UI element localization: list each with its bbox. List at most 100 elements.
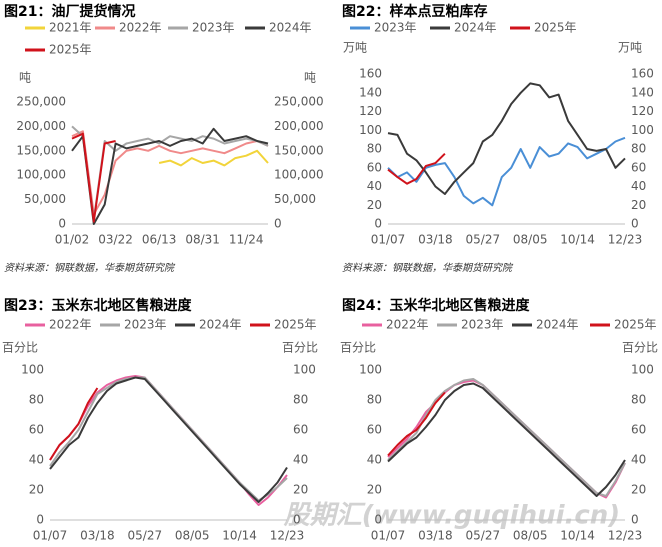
source-note: 资料来源：钢联数据，华泰期货研究院	[342, 262, 514, 274]
x-tick-label: 10/14	[560, 529, 595, 543]
x-tick-label: 08/05	[175, 529, 210, 543]
legend-label: 2024年	[454, 21, 497, 35]
x-tick-label: 06/13	[142, 233, 177, 247]
y-tick-label: 160	[359, 67, 382, 81]
legend-label: 2023年	[192, 21, 235, 35]
y2-tick-label: 20	[631, 198, 646, 212]
legend-label: 2023年	[374, 21, 417, 35]
y2-tick-label: 160	[631, 67, 654, 81]
series-line	[71, 127, 269, 225]
chart-title: 图23：玉米东北地区售粮进度	[4, 297, 192, 314]
y2-tick-label: 80	[293, 393, 308, 407]
legend-label: 2024年	[536, 318, 579, 332]
y2-axis-label: 吨	[304, 71, 316, 85]
y2-tick-label: 40	[293, 453, 308, 467]
y-tick-label: 80	[367, 393, 382, 407]
series-line	[387, 379, 626, 499]
legend-label: 2022年	[119, 21, 162, 35]
y-tick-label: 100	[21, 363, 44, 377]
series-line	[71, 132, 116, 223]
series-line	[71, 125, 269, 221]
x-tick-label: 10/14	[560, 233, 595, 247]
legend-label: 2023年	[461, 318, 504, 332]
y2-tick-label: 120	[631, 104, 654, 118]
series-line	[387, 152, 446, 185]
y-tick-label: 20	[29, 483, 44, 497]
x-tick-label: 08/05	[513, 529, 548, 543]
x-tick-label: 12/23	[270, 529, 305, 543]
series-line	[387, 391, 446, 457]
y2-axis-label: 万吨	[618, 41, 642, 55]
x-tick-label: 01/07	[371, 233, 406, 247]
chart-title: 图24：玉米华北地区售粮进度	[342, 297, 530, 314]
y-tick-label: 40	[367, 453, 382, 467]
y-tick-label: 40	[29, 453, 44, 467]
y2-tick-label: 50,000	[274, 192, 316, 206]
y-tick-label: 100	[359, 363, 382, 377]
x-tick-label: 12/23	[608, 529, 643, 543]
legend-label: 2021年	[49, 21, 92, 35]
series-line	[49, 376, 288, 503]
x-tick-label: 03/18	[418, 233, 453, 247]
y2-tick-label: 40	[631, 179, 646, 193]
x-tick-label: 12/23	[608, 233, 643, 247]
y2-tick-label: 20	[293, 483, 308, 497]
y-tick-label: 60	[29, 423, 44, 437]
y2-tick-label: 200,000	[274, 119, 324, 133]
y-tick-label: 20	[367, 198, 382, 212]
y2-tick-label: 100	[293, 363, 316, 377]
y-tick-label: 200,000	[16, 119, 66, 133]
y-tick-label: 0	[374, 513, 382, 527]
y2-tick-label: 0	[274, 217, 282, 231]
y2-tick-label: 80	[631, 142, 646, 156]
x-tick-label: 05/27	[466, 233, 501, 247]
x-tick-label: 01/07	[33, 529, 68, 543]
legend-label: 2023年	[124, 318, 167, 332]
y2-tick-label: 80	[631, 393, 646, 407]
y2-tick-label: 0	[631, 513, 639, 527]
y-tick-label: 0	[58, 217, 66, 231]
chart-title: 图21：油厂提货情况	[4, 3, 135, 20]
chart-title: 图22：样本点豆粕库存	[342, 3, 487, 20]
y-axis-label: 百分比	[340, 341, 376, 355]
series-line	[387, 136, 626, 207]
x-tick-label: 05/27	[466, 529, 501, 543]
x-tick-label: 03/18	[80, 529, 115, 543]
y-tick-label: 80	[29, 393, 44, 407]
y2-axis-label: 百分比	[282, 341, 318, 355]
series-line	[387, 382, 626, 497]
y-tick-label: 60	[367, 160, 382, 174]
x-tick-label: 03/22	[98, 233, 133, 247]
y2-tick-label: 20	[631, 483, 646, 497]
y-tick-label: 0	[36, 513, 44, 527]
legend-label: 2025年	[274, 318, 317, 332]
series-line	[49, 376, 288, 502]
x-tick-label: 08/05	[513, 233, 548, 247]
legend-label: 2024年	[269, 21, 312, 35]
y2-tick-label: 60	[293, 423, 308, 437]
x-tick-label: 10/14	[222, 529, 257, 543]
y-tick-label: 150,000	[16, 143, 66, 157]
y-axis-label: 吨	[19, 71, 31, 85]
series-line	[49, 375, 288, 506]
y-tick-label: 140	[359, 85, 382, 99]
series-line	[387, 82, 626, 195]
y-tick-label: 40	[367, 179, 382, 193]
y2-tick-label: 140	[631, 85, 654, 99]
y-tick-label: 50,000	[24, 192, 66, 206]
legend-label: 2025年	[614, 318, 657, 332]
x-tick-label: 05/27	[128, 529, 163, 543]
y2-tick-label: 60	[631, 160, 646, 174]
y-tick-label: 100	[359, 123, 382, 137]
watermark: 股期汇(www.guqihui.cn)	[283, 501, 620, 531]
series-line	[71, 130, 269, 216]
legend-label: 2024年	[199, 318, 242, 332]
legend-label: 2022年	[386, 318, 429, 332]
y2-tick-label: 0	[631, 217, 639, 231]
y-axis-label: 万吨	[343, 41, 367, 55]
x-tick-label: 01/02	[55, 233, 90, 247]
y2-tick-label: 100	[631, 363, 654, 377]
y2-tick-label: 100	[631, 123, 654, 137]
y2-tick-label: 40	[631, 453, 646, 467]
